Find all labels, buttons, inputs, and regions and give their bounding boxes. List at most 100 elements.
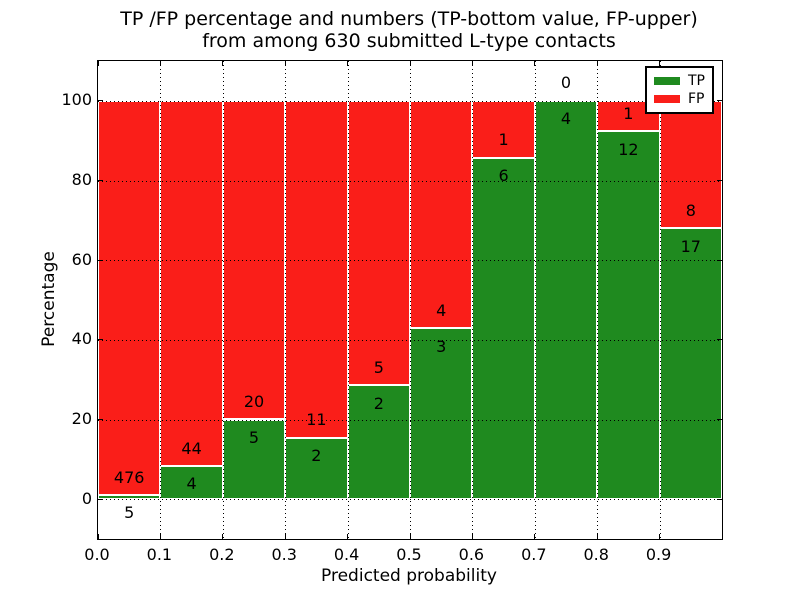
tp-color-swatch (654, 76, 680, 85)
x-tick-label: 0.5 (396, 545, 422, 564)
chart-title: TP /FP percentage and numbers (TP-bottom… (97, 8, 721, 52)
y-tick-mark (98, 498, 103, 500)
tp-count-label: 4 (186, 474, 197, 494)
vertical-gridline (472, 61, 474, 539)
x-tick-label: 0.8 (583, 545, 609, 564)
y-tick-mark (717, 419, 722, 420)
y-tick-mark (98, 259, 103, 261)
tp-count-label: 4 (560, 109, 572, 129)
fp-bar-segment (472, 100, 535, 158)
tp-count-label: 5 (248, 427, 260, 447)
fp-count-label: 11 (306, 410, 327, 430)
x-tick-mark (596, 534, 598, 539)
x-tick-label: 0.7 (521, 545, 547, 564)
x-tick-label: 0.4 (333, 545, 360, 564)
fp-bar-segment (98, 100, 161, 496)
fp-count-label: 8 (685, 200, 696, 220)
y-tick-mark (98, 339, 103, 341)
tp-count-label: 2 (311, 446, 322, 466)
x-tick-label: 0.6 (458, 545, 485, 564)
fp-bar-segment (285, 100, 348, 438)
legend-entry-fp: FP (654, 91, 705, 107)
x-tick-mark (534, 61, 536, 66)
x-tick-mark (222, 61, 224, 66)
x-tick-label: 0.3 (271, 545, 297, 564)
fp-count-label: 5 (373, 357, 384, 377)
x-tick-mark (97, 534, 99, 539)
tp-bar-segment (659, 228, 722, 500)
y-tick-mark (98, 100, 103, 102)
tp-bar-segment (285, 437, 348, 500)
fp-bar-segment (410, 100, 473, 329)
fp-bar-segment (659, 100, 722, 229)
y-tick-label: 60 (71, 249, 92, 269)
x-tick-mark (159, 534, 161, 539)
x-tick-mark (222, 534, 224, 539)
tp-bar-segment (534, 100, 598, 500)
y-tick-mark (717, 339, 722, 341)
tp-bar-segment (410, 328, 473, 500)
x-tick-label: 0.9 (645, 545, 672, 564)
x-tick-mark (284, 534, 286, 539)
y-tick-label: 0 (81, 488, 92, 508)
vertical-gridline (534, 61, 536, 539)
tp-count-label: 5 (124, 503, 135, 523)
y-tick-mark (717, 180, 722, 181)
fp-legend-label: FP (688, 91, 705, 108)
legend-entry-tp: TP (654, 73, 705, 89)
tp-count-label: 3 (436, 336, 447, 356)
x-tick-mark (659, 534, 661, 539)
x-tick-mark (159, 61, 161, 66)
x-tick-mark (347, 61, 349, 66)
x-tick-mark (471, 61, 473, 66)
x-axis-label: Predicted probability (321, 566, 497, 586)
x-tick-label: 0.1 (146, 545, 173, 564)
y-tick-mark (717, 100, 722, 102)
vertical-gridline (160, 61, 162, 539)
fp-count-label: 1 (623, 104, 634, 124)
y-tick-label: 100 (61, 90, 92, 110)
legend: TP FP (645, 66, 714, 114)
x-tick-mark (409, 61, 411, 66)
fp-color-swatch (654, 95, 680, 104)
x-tick-mark (534, 534, 536, 539)
vertical-gridline (410, 61, 411, 539)
y-tick-mark (98, 180, 103, 181)
chart-title-line2: from among 630 submitted L-type contacts (202, 30, 616, 52)
tp-count-label: 2 (373, 393, 384, 413)
tp-bar-segment (160, 465, 223, 500)
fp-count-label: 20 (243, 392, 265, 412)
x-tick-mark (347, 534, 349, 539)
vertical-gridline (347, 61, 349, 539)
x-tick-label: 0.0 (84, 545, 110, 564)
x-tick-mark (596, 61, 598, 66)
vertical-gridline (222, 61, 224, 539)
y-tick-label: 20 (71, 409, 92, 428)
y-tick-label: 80 (71, 170, 92, 189)
fp-count-label: 44 (181, 438, 202, 458)
fp-count-label: 476 (113, 467, 145, 487)
fp-bar-segment (160, 100, 223, 466)
y-tick-label: 40 (71, 329, 92, 349)
vertical-gridline (659, 61, 661, 539)
tp-count-label: 17 (680, 236, 701, 256)
x-tick-mark (284, 61, 286, 66)
y-tick-mark (717, 259, 722, 261)
tp-count-label: 6 (498, 166, 509, 186)
chart-title-line1: TP /FP percentage and numbers (TP-bottom… (120, 8, 698, 30)
vertical-gridline (285, 61, 287, 539)
x-tick-mark (409, 534, 411, 539)
fp-bar-segment (347, 100, 410, 386)
fp-count-label: 4 (436, 301, 447, 321)
y-tick-mark (98, 419, 103, 420)
tp-legend-label: TP (688, 72, 705, 89)
x-tick-mark (97, 61, 99, 66)
vertical-gridline (597, 61, 599, 539)
fp-count-label: 0 (560, 73, 572, 93)
y-tick-mark (717, 498, 722, 500)
x-tick-mark (659, 61, 661, 66)
tp-count-label: 12 (618, 139, 639, 159)
x-tick-mark (471, 534, 473, 539)
tp-bar-segment (472, 157, 535, 500)
